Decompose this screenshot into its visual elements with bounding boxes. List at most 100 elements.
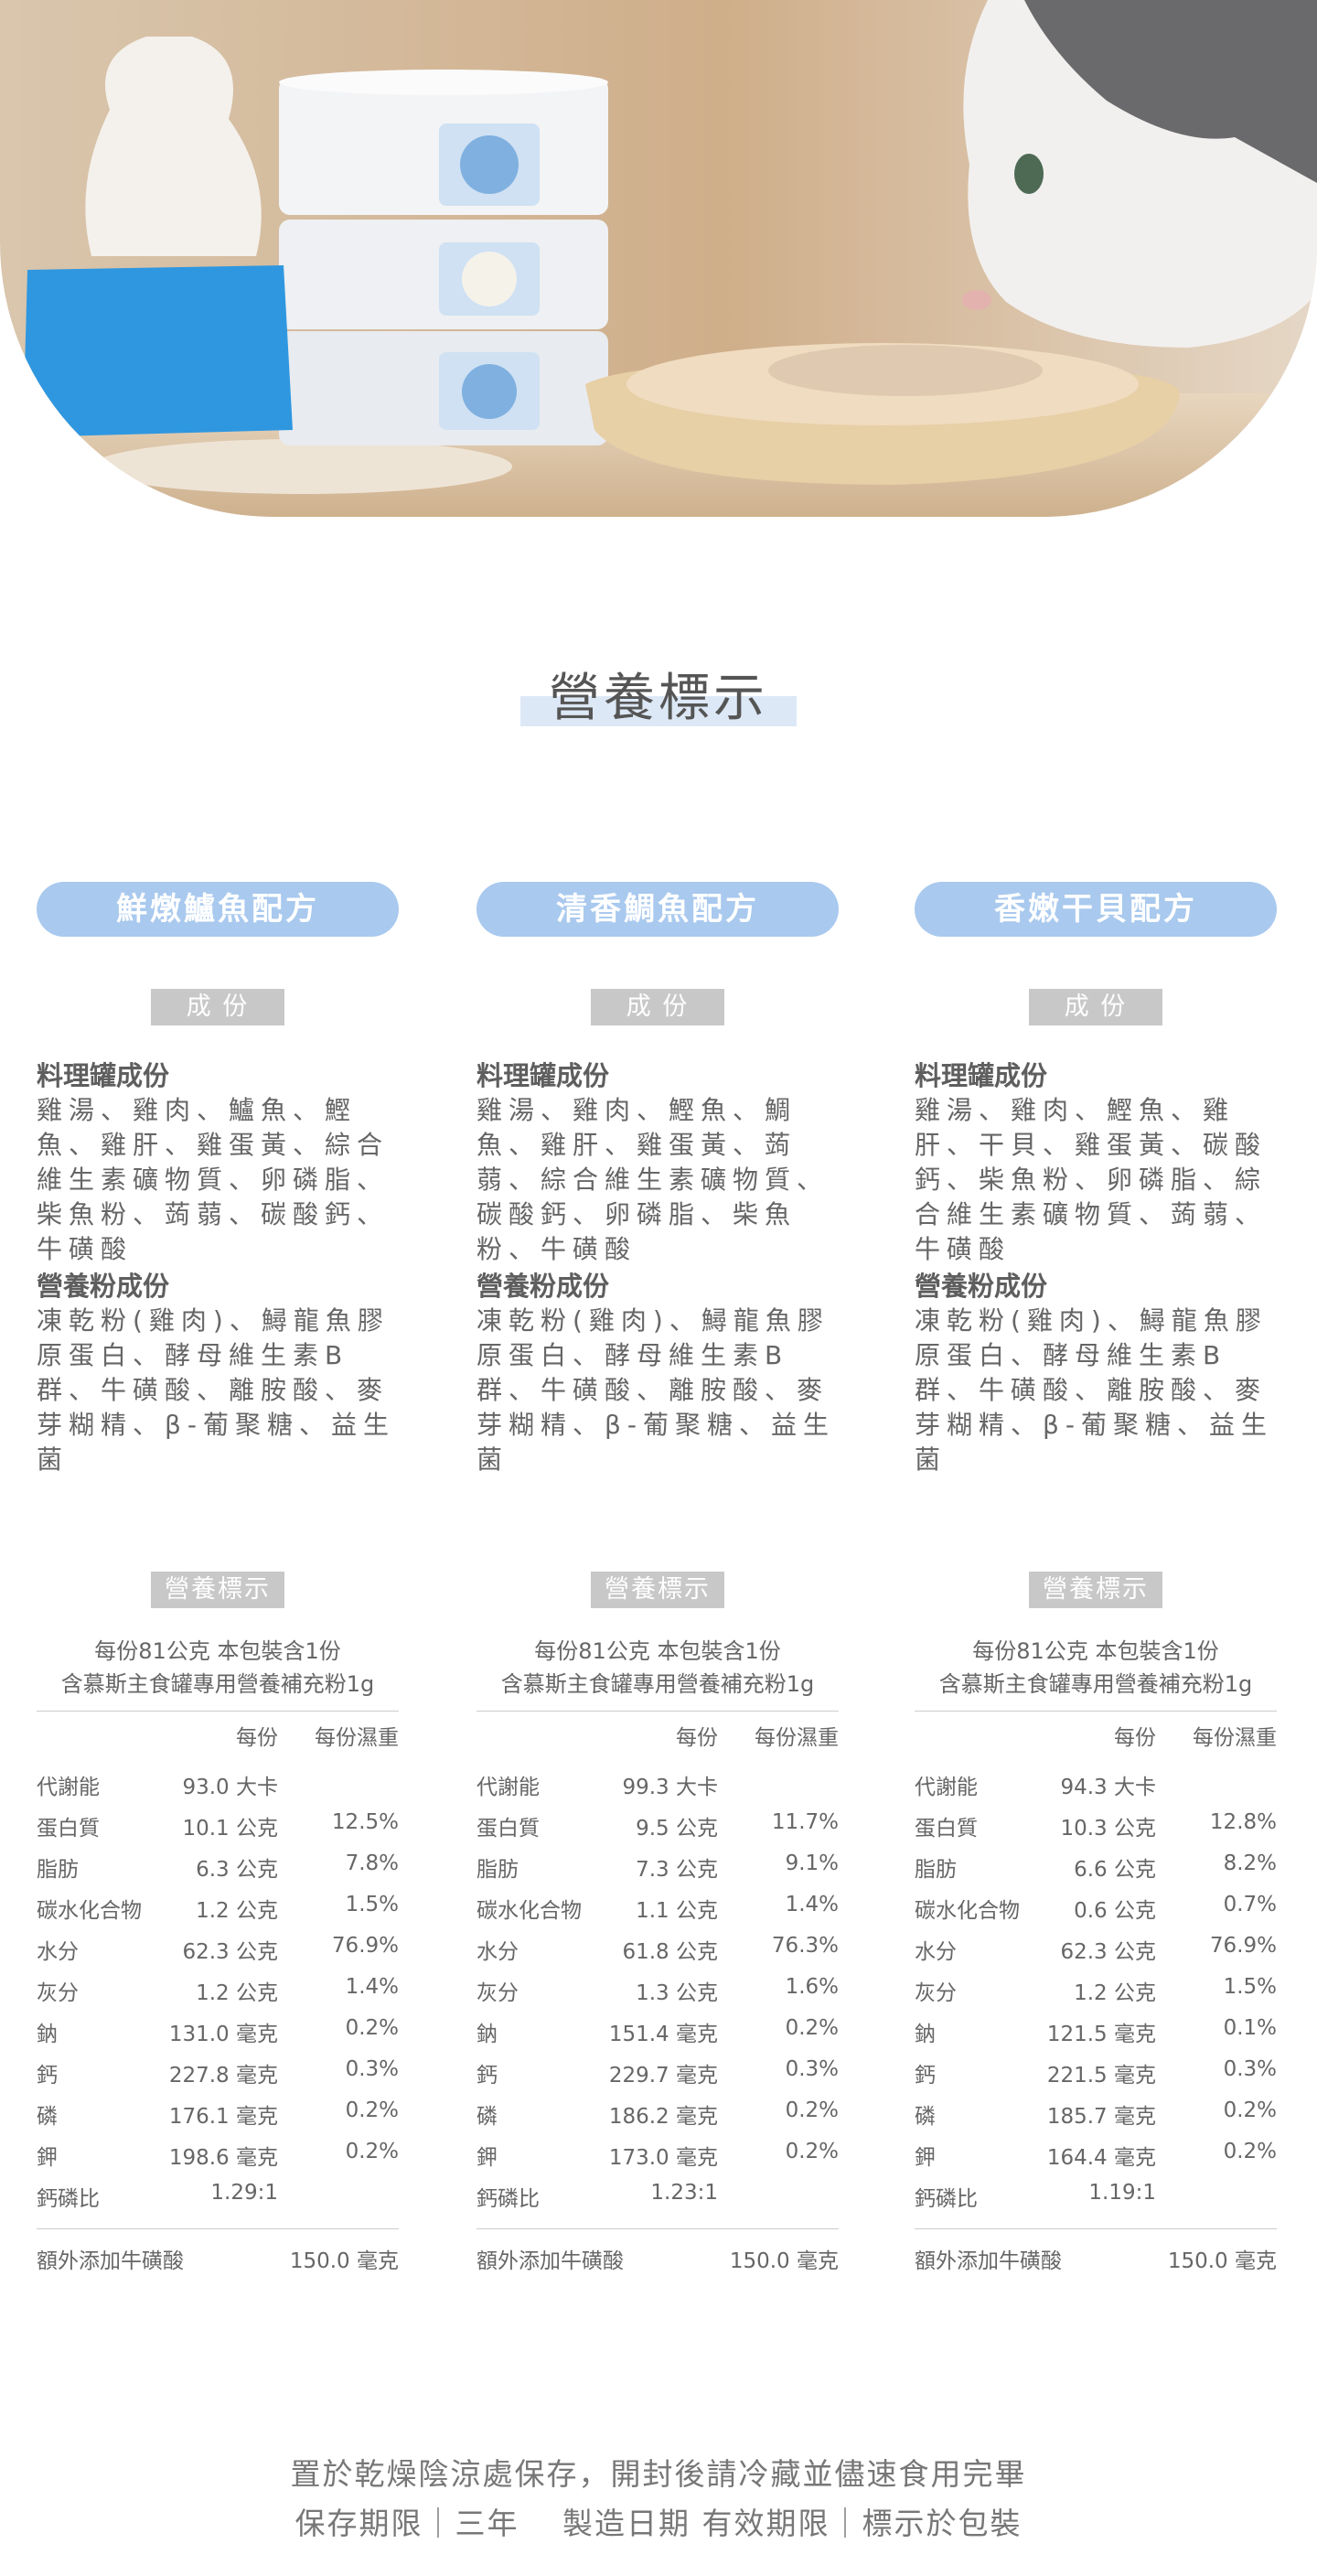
nutrient-name: 碳水化合物: [37, 1899, 142, 1923]
nutrient-value: 221.5 毫克: [1046, 2064, 1156, 2088]
title-highlight: [520, 696, 797, 726]
nutrient-value: 1.2 公克: [196, 1981, 278, 2005]
nutrient-value: 151.4 毫克: [608, 2023, 718, 2046]
nutrient-percent: 76.9%: [1209, 1934, 1277, 1958]
nutrient-percent: 1.4%: [345, 1975, 399, 1999]
section-heading: 料理罐成份: [37, 1060, 170, 1091]
nutrient-percent: 0.2%: [785, 2098, 839, 2122]
footer-line: 置於乾燥陰涼處保存，開封後請冷藏並儘速食用完畢: [290, 2456, 1027, 2492]
nutrient-name: 代謝能: [476, 1776, 540, 1799]
serving-line: 每份81公克 本包裝含1份: [972, 1638, 1219, 1664]
nutrient-value: 62.3 公克: [1060, 1940, 1156, 1964]
nutrition-badge: 營養標示: [151, 1572, 284, 1608]
nutrient-name: 鈣磷比: [476, 2187, 540, 2211]
nutrient-name: 代謝能: [915, 1776, 978, 1799]
nutrient-value: 99.3 大卡: [622, 1776, 718, 1799]
nutrient-name: 灰分: [915, 1981, 957, 2005]
ingredients-badge: 成 份: [591, 989, 724, 1025]
divider: [476, 1711, 839, 1712]
nutrient-value: 186.2 毫克: [608, 2105, 718, 2129]
extra-value: 150.0 毫克: [289, 2249, 399, 2273]
section-text: 凍乾粉(雞肉)、鱘龍魚膠原蛋白、酵母維生素B群、牛磺酸、離胺酸、麥芽糊精、β-葡…: [37, 1305, 395, 1475]
section-text: 凍乾粉(雞肉)、鱘龍魚膠原蛋白、酵母維生素B群、牛磺酸、離胺酸、麥芽糊精、β-葡…: [476, 1305, 835, 1475]
nutrient-name: 磷: [476, 2105, 498, 2129]
section-heading: 料理罐成份: [915, 1060, 1048, 1091]
nutrient-name: 代謝能: [37, 1776, 100, 1799]
nutrient-percent: 1.5%: [345, 1893, 399, 1916]
column-header: 每份濕重: [755, 1726, 839, 1750]
column-header: 每份: [676, 1726, 718, 1750]
nutrient-value: 1.19:1: [1088, 2181, 1156, 2205]
nutrient-percent: 9.1%: [785, 1852, 839, 1875]
nutrient-percent: 0.2%: [345, 2098, 399, 2122]
section-text: 雞湯、雞肉、鰹魚、鯛魚、雞肝、雞蛋黃、蒟蒻、綜合維生素礦物質、碳酸鈣、卵磷脂、柴…: [476, 1095, 830, 1264]
nutrient-percent: 1.6%: [785, 1975, 839, 1999]
column-header: 每份: [1114, 1726, 1156, 1750]
nutrient-percent: 12.8%: [1209, 1810, 1277, 1834]
nutrient-percent: 76.9%: [331, 1934, 399, 1958]
nutrient-percent: 0.3%: [345, 2057, 399, 2081]
ingredients-badge: 成 份: [151, 989, 284, 1025]
nutrient-name: 鉀: [915, 2146, 936, 2170]
ingredient-section: 營養粉成份 凍乾粉(雞肉)、鱘龍魚膠原蛋白、酵母維生素B群、牛磺酸、離胺酸、麥芽糊…: [37, 1269, 399, 1477]
nutrient-percent: 0.2%: [785, 2016, 839, 2040]
nutrient-name: 鈉: [915, 2023, 936, 2046]
ingredients-badge: 成 份: [1029, 989, 1162, 1025]
nutrient-percent: 0.2%: [785, 2140, 839, 2163]
nutrient-percent: 0.2%: [345, 2140, 399, 2163]
product-column: 清香鯛魚配方成 份料理罐成份 雞湯、雞肉、鰹魚、鯛魚、雞肝、雞蛋黃、蒟蒻、綜合維生…: [476, 0, 839, 2378]
nutrient-percent: 0.3%: [785, 2057, 839, 2081]
nutrient-name: 脂肪: [37, 1858, 79, 1882]
column-header: 每份: [236, 1726, 278, 1750]
nutrient-percent: 7.8%: [345, 1852, 399, 1875]
divider: [915, 2228, 1277, 2229]
section-text: 雞湯、雞肉、鱸魚、鰹魚、雞肝、雞蛋黃、綜合維生素礦物質、卵磷脂、柴魚粉、蒟蒻、碳…: [37, 1095, 390, 1264]
nutrient-percent: 0.2%: [345, 2016, 399, 2040]
nutrient-value: 9.5 公克: [636, 1817, 718, 1841]
nutrient-value: 1.3 公克: [636, 1981, 718, 2005]
nutrient-value: 1.29:1: [210, 2181, 278, 2205]
nutrient-name: 脂肪: [476, 1858, 519, 1882]
nutrition-badge: 營養標示: [591, 1572, 724, 1608]
nutrient-name: 水分: [915, 1940, 957, 1964]
nutrient-value: 1.1 公克: [636, 1899, 718, 1923]
nutrient-percent: 0.2%: [1223, 2098, 1277, 2122]
extra-name: 額外添加牛磺酸: [476, 2249, 624, 2273]
hero-photo: [0, 0, 1317, 517]
nutrient-name: 鈣磷比: [37, 2187, 100, 2211]
nutrient-name: 灰分: [476, 1981, 519, 2005]
nutrient-percent: 0.7%: [1223, 1893, 1277, 1916]
nutrient-name: 鈣: [476, 2064, 498, 2088]
nutrient-name: 碳水化合物: [476, 1899, 582, 1923]
nutrient-value: 1.2 公克: [1074, 1981, 1156, 2005]
nutrient-value: 173.0 毫克: [608, 2146, 718, 2170]
nutrient-value: 0.6 公克: [1074, 1899, 1156, 1923]
section-heading: 營養粉成份: [915, 1271, 1048, 1302]
nutrient-name: 蛋白質: [37, 1817, 100, 1841]
ingredient-section: 營養粉成份 凍乾粉(雞肉)、鱘龍魚膠原蛋白、酵母維生素B群、牛磺酸、離胺酸、麥芽糊…: [915, 1269, 1277, 1477]
nutrient-value: 10.1 公克: [182, 1817, 278, 1841]
nutrient-name: 鈉: [37, 2023, 58, 2046]
divider: [476, 2228, 839, 2229]
footer-line: 保存期限｜三年 製造日期 有效期限｜標示於包裝: [294, 2506, 1023, 2541]
section-heading: 料理罐成份: [476, 1060, 610, 1091]
nutrient-value: 94.3 大卡: [1060, 1776, 1156, 1799]
nutrient-name: 磷: [915, 2105, 936, 2129]
nutrient-value: 10.3 公克: [1060, 1817, 1156, 1841]
serving-line: 每份81公克 本包裝含1份: [94, 1638, 341, 1664]
ingredient-section: 營養粉成份 凍乾粉(雞肉)、鱘龍魚膠原蛋白、酵母維生素B群、牛磺酸、離胺酸、麥芽糊…: [476, 1269, 839, 1477]
nutrient-value: 62.3 公克: [182, 1940, 278, 1964]
nutrient-value: 176.1 毫克: [168, 2105, 278, 2129]
nutrient-name: 蛋白質: [915, 1817, 978, 1841]
nutrient-name: 蛋白質: [476, 1817, 540, 1841]
nutrient-name: 鈣磷比: [915, 2187, 978, 2211]
product-name: 鮮燉鱸魚配方: [37, 882, 399, 937]
nutrient-name: 磷: [37, 2105, 58, 2129]
nutrient-name: 鈣: [915, 2064, 936, 2088]
nutrient-name: 水分: [476, 1940, 519, 1964]
nutrient-value: 227.8 毫克: [168, 2064, 278, 2088]
nutrient-percent: 12.5%: [331, 1810, 399, 1834]
nutrition-badge: 營養標示: [1029, 1572, 1162, 1608]
nutrient-name: 鉀: [476, 2146, 498, 2170]
column-header: 每份濕重: [1193, 1726, 1277, 1750]
